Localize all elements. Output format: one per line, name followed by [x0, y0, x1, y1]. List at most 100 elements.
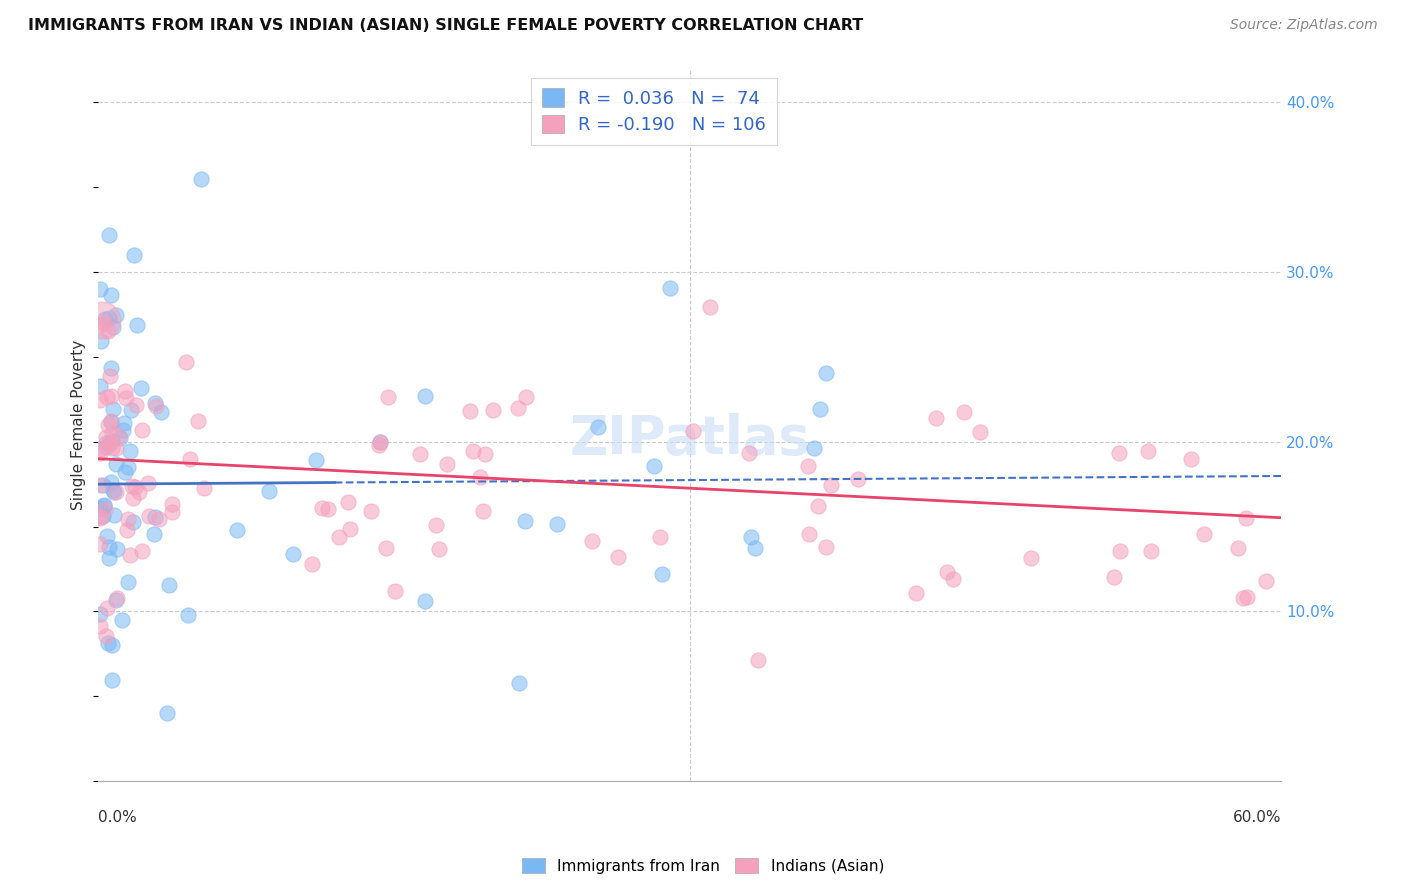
Point	[904, 586, 927, 600]
Point	[97, 325, 120, 339]
Point	[606, 549, 628, 564]
Point	[682, 424, 704, 438]
Point	[122, 491, 145, 505]
Point	[100, 414, 122, 428]
Text: IMMIGRANTS FROM IRAN VS INDIAN (ASIAN) SINGLE FEMALE POVERTY CORRELATION CHART: IMMIGRANTS FROM IRAN VS INDIAN (ASIAN) S…	[28, 18, 863, 33]
Point	[118, 443, 141, 458]
Point	[121, 479, 143, 493]
Point	[97, 436, 120, 450]
Point	[461, 443, 484, 458]
Point	[513, 514, 536, 528]
Point	[114, 384, 136, 398]
Point	[1236, 590, 1258, 604]
Point	[305, 452, 328, 467]
Point	[143, 527, 166, 541]
Point	[699, 300, 721, 314]
Point	[969, 425, 991, 440]
Point	[125, 398, 148, 412]
Point	[377, 390, 399, 404]
Point	[143, 395, 166, 409]
Point	[799, 527, 821, 541]
Point	[318, 502, 340, 516]
Point	[94, 441, 117, 455]
Point	[474, 447, 496, 461]
Point	[89, 378, 111, 392]
Point	[156, 706, 179, 720]
Point	[460, 404, 482, 418]
Point	[103, 508, 125, 523]
Point	[94, 435, 117, 450]
Point	[925, 411, 948, 425]
Point	[257, 484, 280, 499]
Point	[89, 537, 111, 551]
Point	[177, 608, 200, 623]
Point	[815, 366, 838, 380]
Point	[179, 452, 201, 467]
Point	[1254, 574, 1277, 589]
Point	[187, 414, 209, 428]
Point	[96, 600, 118, 615]
Legend: Immigrants from Iran, Indians (Asian): Immigrants from Iran, Indians (Asian)	[516, 852, 890, 880]
Point	[368, 435, 391, 450]
Point	[121, 515, 143, 529]
Point	[100, 475, 122, 489]
Point	[820, 477, 842, 491]
Point	[89, 318, 111, 333]
Point	[738, 446, 761, 460]
Point	[89, 282, 111, 296]
Point	[89, 442, 111, 457]
Point	[93, 499, 115, 513]
Point	[93, 499, 115, 513]
Point	[328, 530, 350, 544]
Point	[413, 389, 436, 403]
Point	[96, 529, 118, 543]
Text: ZIPatlas: ZIPatlas	[569, 413, 810, 465]
Point	[101, 402, 124, 417]
Point	[101, 434, 124, 448]
Point	[1180, 451, 1202, 466]
Y-axis label: Single Female Poverty: Single Female Poverty	[72, 340, 86, 510]
Point	[301, 557, 323, 571]
Point	[89, 510, 111, 524]
Point	[91, 508, 114, 523]
Point	[311, 500, 333, 515]
Point	[157, 578, 180, 592]
Point	[125, 318, 148, 333]
Point	[131, 544, 153, 558]
Point	[384, 584, 406, 599]
Point	[117, 575, 139, 590]
Point	[374, 541, 396, 555]
Point	[744, 541, 766, 555]
Text: 0.0%: 0.0%	[98, 810, 136, 824]
Point	[796, 458, 818, 473]
Point	[515, 390, 537, 404]
Point	[138, 509, 160, 524]
Point	[1139, 543, 1161, 558]
Point	[129, 381, 152, 395]
Point	[1137, 443, 1160, 458]
Point	[114, 391, 136, 405]
Legend: R =  0.036   N =  74, R = -0.190   N = 106: R = 0.036 N = 74, R = -0.190 N = 106	[531, 78, 778, 145]
Point	[588, 419, 610, 434]
Point	[360, 504, 382, 518]
Point	[508, 676, 530, 690]
Point	[108, 431, 131, 445]
Point	[114, 465, 136, 479]
Point	[89, 619, 111, 633]
Point	[120, 403, 142, 417]
Point	[370, 434, 392, 449]
Point	[97, 417, 120, 432]
Point	[136, 476, 159, 491]
Point	[124, 479, 146, 493]
Point	[336, 495, 359, 509]
Point	[472, 504, 495, 518]
Point	[1108, 445, 1130, 459]
Point	[936, 566, 959, 580]
Point	[105, 591, 128, 606]
Point	[162, 497, 184, 511]
Point	[808, 401, 831, 416]
Point	[89, 510, 111, 524]
Point	[367, 438, 389, 452]
Point	[89, 478, 111, 492]
Point	[427, 541, 450, 556]
